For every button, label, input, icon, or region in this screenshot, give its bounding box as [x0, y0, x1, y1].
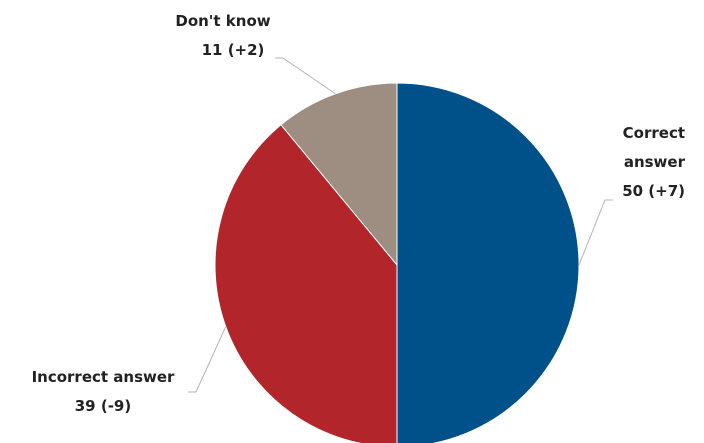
pie-slice-correct-answer: [396, 82, 580, 443]
pie-slices: [214, 82, 580, 443]
value-incorrect-answer: 39 (-9): [75, 397, 131, 415]
leader-line-dont-know: [275, 57, 336, 95]
pie-slice-dont-know: [280, 82, 398, 267]
label-correct-answer-line2: answer: [624, 153, 686, 171]
label-dont-know: Don't know: [175, 12, 270, 30]
value-dont-know: 11 (+2): [202, 41, 265, 59]
leader-lines: [188, 57, 613, 393]
pie-slice-incorrect-answer: [214, 124, 398, 443]
leader-line-correct-answer: [578, 199, 613, 266]
leader-line-incorrect-answer: [188, 326, 227, 393]
label-correct-answer-line1: Correct: [623, 124, 685, 142]
value-correct-answer: 50 (+7): [622, 182, 685, 200]
label-incorrect-answer: Incorrect answer: [32, 368, 175, 386]
